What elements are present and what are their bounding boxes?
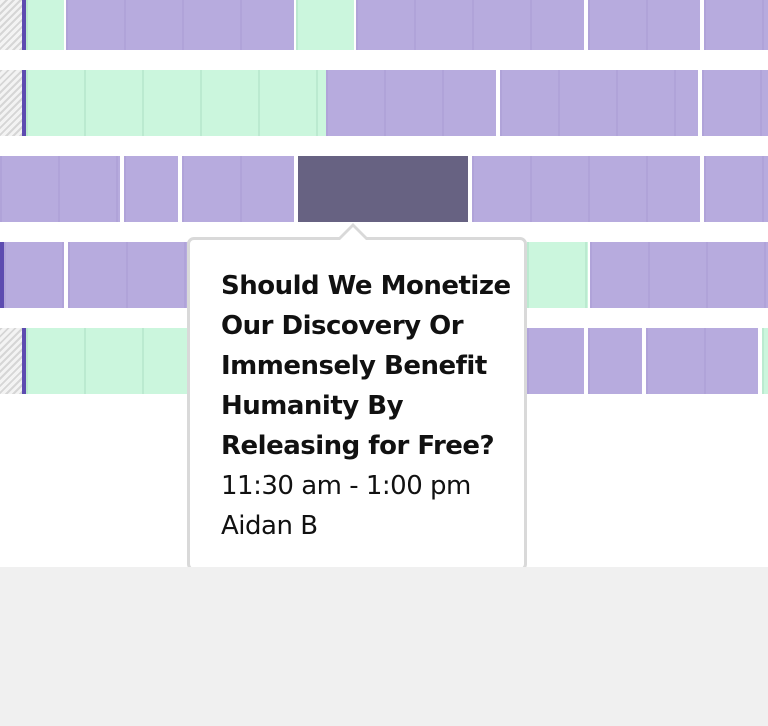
session-title: Should We Monetize Our Discovery Or Imme… (221, 271, 511, 461)
session-block[interactable] (472, 156, 700, 222)
open-slot[interactable] (26, 0, 64, 50)
session-block[interactable] (500, 70, 698, 136)
schedule-row (0, 328, 768, 394)
session-block[interactable] (704, 0, 768, 50)
session-block[interactable] (702, 70, 768, 136)
current-time-marker (0, 242, 4, 308)
session-block[interactable] (66, 0, 294, 50)
current-time-marker (22, 70, 26, 136)
schedule-row (0, 156, 768, 222)
session-block[interactable] (182, 156, 294, 222)
schedule-row (0, 242, 768, 308)
session-tooltip: Should We Monetize Our Discovery Or Imme… (187, 237, 527, 571)
session-block[interactable] (590, 242, 768, 308)
page-footer (0, 567, 768, 726)
current-time-marker (22, 328, 26, 394)
session-block[interactable] (0, 156, 120, 222)
schedule-row (0, 0, 768, 50)
past-time-area (0, 328, 22, 394)
session-block[interactable] (704, 156, 768, 222)
open-slot[interactable] (527, 242, 588, 308)
session-block[interactable] (124, 156, 178, 222)
session-block[interactable] (527, 328, 584, 394)
session-block[interactable] (68, 242, 198, 308)
tooltip-arrow-fill (340, 227, 366, 240)
session-block[interactable] (326, 70, 496, 136)
open-slot[interactable] (762, 328, 768, 394)
current-time-marker (22, 0, 26, 50)
past-time-area (0, 0, 22, 50)
session-block[interactable] (4, 242, 64, 308)
schedule-row (0, 70, 768, 136)
open-slot[interactable] (26, 328, 198, 394)
session-block[interactable] (356, 0, 584, 50)
session-speaker: Aidan B (221, 511, 318, 541)
session-block[interactable] (588, 0, 700, 50)
session-block[interactable] (646, 328, 758, 394)
schedule-grid: Should We Monetize Our Discovery Or Imme… (0, 0, 768, 571)
open-slot[interactable] (296, 0, 354, 50)
session-time: 11:30 am - 1:00 pm (221, 471, 471, 501)
selected-session-block[interactable] (298, 156, 468, 222)
session-block[interactable] (588, 328, 642, 394)
past-time-area (0, 70, 22, 136)
open-slot[interactable] (26, 70, 326, 136)
